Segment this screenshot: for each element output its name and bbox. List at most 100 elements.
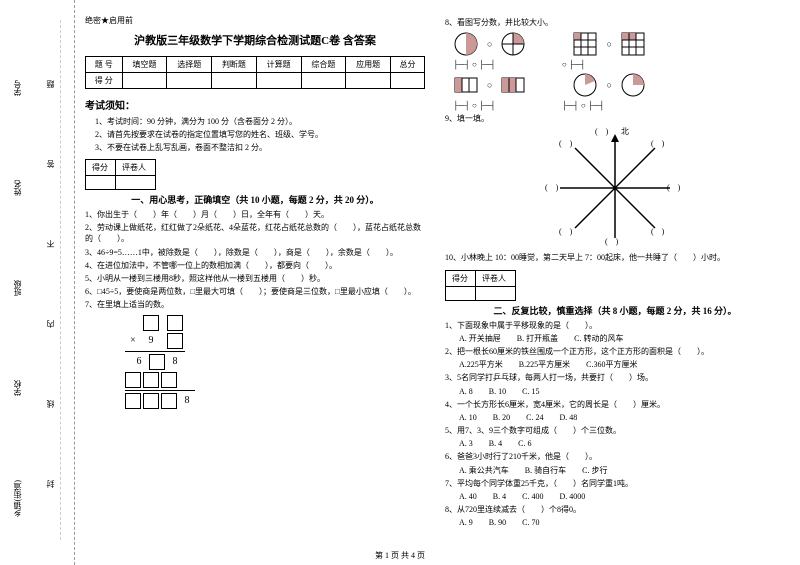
box [125, 372, 141, 388]
q4: 4、在进位加法中，不管哪一位上的数相加满（ ），都要向（ ）。 [85, 260, 425, 271]
page-content: 绝密★启用前 沪教版三年级数学下学期综合检测试题C卷 含答案 题 号 填空题 选… [85, 15, 785, 531]
compass-diagram: ( ) 北 ( ) ( ) ( ) ( ) ( ) ( ) ( ) [545, 128, 685, 248]
q10: 10、小林晚上 10：00睡觉，第二天早上 7：00起床，他一共睡了（ ）小时。 [445, 252, 785, 263]
fraction-row-1: ○ ○ [453, 31, 785, 57]
field-township: 乡镇(街道) [12, 480, 23, 517]
digit-6: 6 [131, 356, 147, 367]
hint-da: 答 [45, 160, 56, 168]
mini-score: 得分 [86, 160, 116, 176]
s2q2opts: A.225平方米 B.225平方厘米 C.360平方厘米 [459, 359, 785, 370]
digit-8: 8 [167, 356, 183, 367]
notice-title: 考试须知： [85, 97, 425, 112]
s2q6opts: A. 乘公共汽车 B. 骑自行车 C. 步行 [459, 465, 785, 476]
s2q5: 5、用7、3、9三个数字可组成（ ）个三位数。 [445, 425, 785, 436]
q1: 1、你出生于（ ）年（ ）月（ ）日，全年有（ ）天。 [85, 209, 425, 220]
notice-1: 1、考试时间：90 分钟，满分为 100 分（含卷面分 2 分）。 [95, 116, 425, 127]
grid-1-icon [572, 31, 598, 57]
multiplication-boxes: ×9 6 8 8 [125, 315, 425, 409]
calc-line [125, 351, 185, 352]
hdr-comp: 综合题 [301, 57, 346, 73]
mini-score-2: 得分 [446, 270, 476, 286]
box [143, 372, 159, 388]
s2q8: 8、从720里连续减去（ ）个8得0。 [445, 504, 785, 515]
s2q2: 2、把一根长60厘米的铁丝围成一个正方形，这个正方形的面积是（ ）。 [445, 346, 785, 357]
s2q3: 3、5名同学打乒乓球，每两人打一场，共要打（ ）场。 [445, 372, 785, 383]
hdr-judge: 判断题 [212, 57, 257, 73]
q6: 6、□45÷5，要使商是两位数，□里最大可填（ ）；要使商是三位数，□里最小应填… [85, 286, 425, 297]
hdr-calc: 计算题 [256, 57, 301, 73]
field-id: 学号 [12, 80, 23, 96]
q2: 2、劳动课上做纸花，红红做了2朵纸花、4朵蓝花，红花占纸花总数的（ ），蓝花占纸… [85, 222, 425, 244]
q8: 8、看图写分数，并比较大小。 [445, 17, 785, 28]
field-class: 班级 [12, 280, 23, 296]
hdr-fill: 填空题 [122, 57, 167, 73]
north-label: 北 [621, 126, 629, 137]
circle-half-icon [453, 31, 479, 57]
compare-circle: ○ [487, 80, 492, 90]
hint-feng: 封 [45, 480, 56, 488]
box [149, 354, 165, 370]
q3: 3、46÷9=5……1中，被除数是（ ），除数是（ ），商是（ ），余数是（ ）… [85, 247, 425, 258]
mini-grader-2: 评卷人 [476, 270, 516, 286]
s2q3opts: A. 8 B. 10 C. 15 [459, 386, 785, 397]
s2q5opts: A. 3 B. 4 C. 6 [459, 438, 785, 449]
digit-9: 9 [143, 335, 159, 346]
fraction-row-2: ○ ○ [453, 72, 785, 98]
score-value-row: 得 分 [86, 73, 425, 89]
exam-title: 沪教版三年级数学下学期综合检测试题C卷 含答案 [85, 32, 425, 48]
grid-2-icon [620, 31, 646, 57]
compare-circle: ○ [487, 39, 492, 49]
notice-2: 2、请首先按要求在试卷的指定位置填写您的姓名、班级、学号。 [95, 129, 425, 140]
s2q4: 4、一个长方形长6厘米，宽4厘米，它的周长是（ ）厘米。 [445, 399, 785, 410]
grader-table-1: 得分评卷人 [85, 159, 156, 190]
page-footer: 第 1 页 共 4 页 [0, 550, 800, 561]
grader-table-2: 得分评卷人 [445, 270, 516, 301]
s2q1opts: A. 开关抽屉 B. 打开瓶盖 C. 转动的风车 [459, 333, 785, 344]
hint-xian: 线 [45, 400, 56, 408]
notice-3: 3、不要在试卷上乱写乱画，卷面不整洁扣 2 分。 [95, 142, 425, 153]
calc-line [125, 390, 195, 391]
s2q8opts: A. 9 B. 90 C. 70 [459, 517, 785, 528]
hint-nei: 内 [45, 320, 56, 328]
q7: 7、在里填上适当的数。 [85, 299, 425, 310]
fraction-blanks-2: ├─┤ ○ ├─┤ ├─┤ ○ ├─┤ [453, 101, 785, 110]
pie-5-icon [572, 72, 598, 98]
score-header-row: 题 号 填空题 选择题 判断题 计算题 综合题 应用题 总分 [86, 57, 425, 73]
binding-margin: 乡镇(街道) 学校 班级 姓名 学号 封 线 内 不 答 题 [0, 0, 75, 565]
box [167, 315, 183, 331]
box [167, 333, 183, 349]
circle-quarter-icon [500, 31, 526, 57]
pie-6-icon [620, 72, 646, 98]
compare-circle: ○ [606, 80, 611, 90]
row-label: 得 分 [86, 73, 123, 89]
hint-ti: 题 [45, 80, 56, 88]
field-name: 姓名 [12, 180, 23, 196]
box [143, 393, 159, 409]
s2q4opts: A. 10 B. 20 C. 24 D. 48 [459, 412, 785, 423]
left-column: 绝密★启用前 沪教版三年级数学下学期综合检测试题C卷 含答案 题 号 填空题 选… [85, 15, 425, 531]
box [143, 315, 159, 331]
rect-thirds-2-icon [500, 72, 526, 98]
mult-sign: × [125, 335, 141, 346]
s2q6: 6、爸爸3小时行了210千米，他是（ ）。 [445, 451, 785, 462]
binding-dash-line [60, 20, 61, 540]
right-column: 8、看图写分数，并比较大小。 ○ ○ ├─┤ ○ ├─┤ ○ ├─┤ ○ ○ ├… [445, 15, 785, 531]
q9: 9、填一填。 [445, 113, 785, 124]
digit-8b: 8 [179, 395, 195, 406]
fraction-blanks-1: ├─┤ ○ ├─┤ ○ ├─┤ [453, 60, 785, 69]
box [161, 372, 177, 388]
compare-circle: ○ [606, 39, 611, 49]
s2q7opts: A. 40 B. 4 C. 400 D. 4000 [459, 491, 785, 502]
rect-thirds-icon [453, 72, 479, 98]
hdr-total: 总分 [391, 57, 425, 73]
hdr-app: 应用题 [346, 57, 391, 73]
hdr-num: 题 号 [86, 57, 123, 73]
secret-label: 绝密★启用前 [85, 15, 425, 26]
section-2-title: 二、反复比较，慎重选择（共 8 小题，每题 2 分，共 16 分）。 [445, 304, 785, 317]
hdr-choice: 选择题 [167, 57, 212, 73]
s2q1: 1、下面现象中属于平移现象的是（ ）。 [445, 320, 785, 331]
s2q7: 7、平均每个同学体重25千克，（ ）名同学重1吨。 [445, 478, 785, 489]
mini-grader: 评卷人 [116, 160, 156, 176]
hint-bu: 不 [45, 240, 56, 248]
field-school: 学校 [12, 380, 23, 396]
